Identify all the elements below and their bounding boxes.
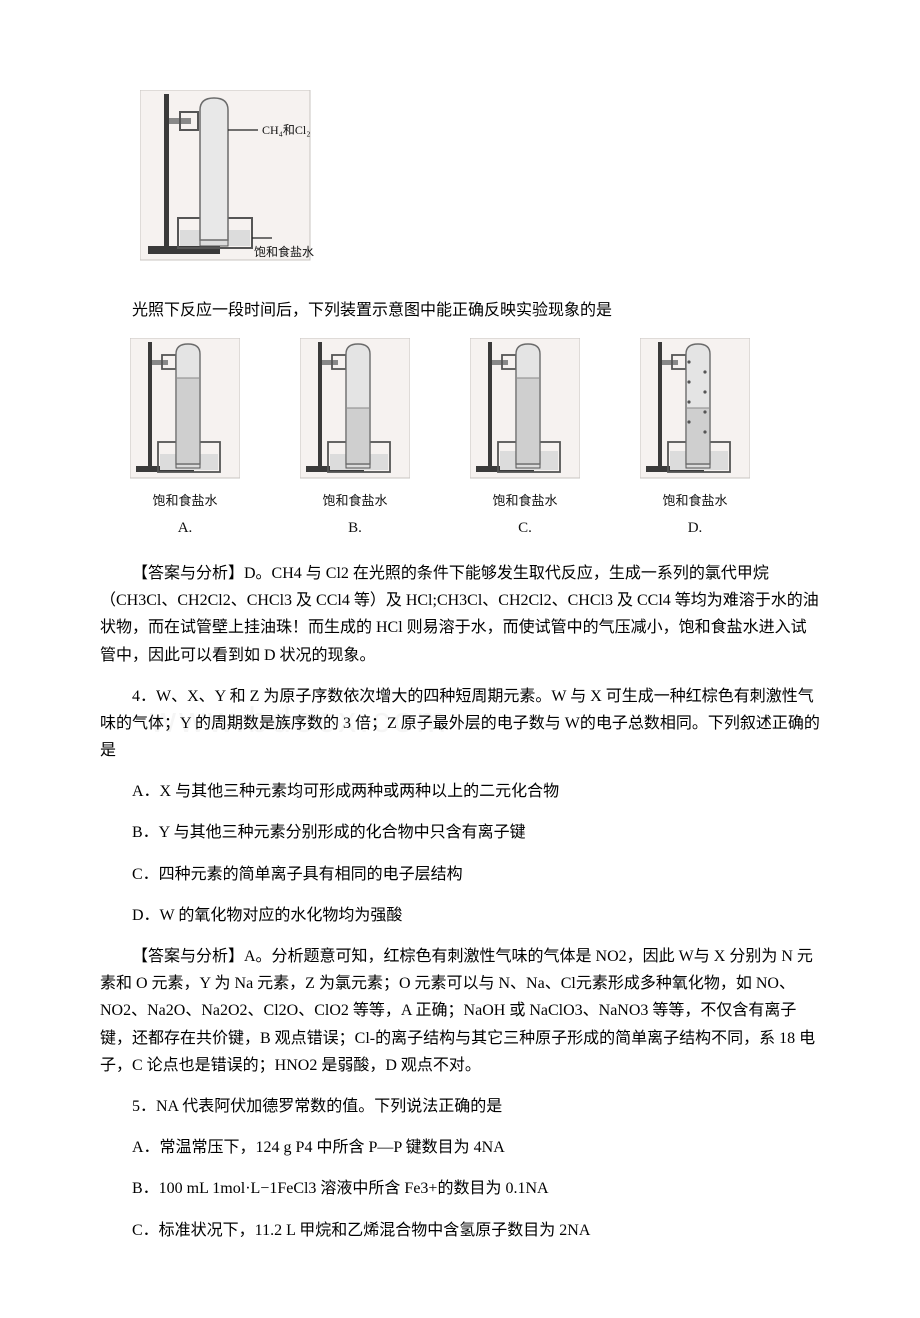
option-letter: A.: [178, 516, 193, 542]
apparatus-option: 饱和食盐水 D.: [640, 338, 750, 542]
option-caption: 饱和食盐水: [662, 490, 727, 512]
question-5-option-b: B．100 mL 1mol·L−1FeCl3 溶液中所含 Fe3+的数目为 0.…: [100, 1175, 820, 1202]
answer-explanation-q4: 【答案与分析】A。分析题意可知，红棕色有刺激性气味的气体是 NO2，因此 W与 …: [100, 943, 820, 1079]
question-4-option-c: C．四种元素的简单离子具有相同的电子层结构: [100, 861, 820, 888]
apparatus-option: 饱和食盐水 B.: [300, 338, 410, 542]
diagram-caption: 光照下反应一段时间后，下列装置示意图中能正确反映实验现象的是: [100, 297, 820, 324]
option-caption: 饱和食盐水: [152, 490, 217, 512]
answer-options-diagram-row: 饱和食盐水 A. 饱和食盐水 B. 饱和食盐水 C.: [130, 338, 750, 542]
apparatus-option: 饱和食盐水 C.: [470, 338, 580, 542]
question-5-stem: 5．NA 代表阿伏加德罗常数的值。下列说法正确的是: [100, 1093, 820, 1120]
label-ch4-cl2: CH₄和Cl₂: [262, 123, 310, 137]
question-4-stem: 4．W、X、Y 和 Z 为原子序数依次增大的四种短周期元素。W 与 X 可生成一…: [100, 683, 820, 765]
option-letter: C.: [518, 516, 532, 542]
option-letter: D.: [688, 516, 703, 542]
label-saturated-saltwater: 饱和食盐水: [254, 244, 314, 259]
question-4-option-b: B．Y 与其他三种元素分别形成的化合物中只含有离子键: [100, 819, 820, 846]
answer-explanation-q3: 【答案与分析】D。CH4 与 Cl2 在光照的条件下能够发生取代反应，生成一系列…: [100, 560, 820, 669]
question-4-option-a: A．X 与其他三种元素均可形成两种或两种以上的二元化合物: [100, 778, 820, 805]
question-4-option-d: D．W 的氧化物对应的水化物均为强酸: [100, 902, 820, 929]
option-caption: 饱和食盐水: [492, 490, 557, 512]
initial-apparatus-diagram: CH₄和Cl₂ 饱和食盐水: [140, 90, 330, 279]
question-5-option-c: C．标准状况下，11.2 L 甲烷和乙烯混合物中含氢原子数目为 2NA: [100, 1217, 820, 1244]
option-caption: 饱和食盐水: [322, 490, 387, 512]
question-5-option-a: A．常温常压下，124 g P4 中所含 P—P 键数目为 4NA: [100, 1134, 820, 1161]
option-letter: B.: [348, 516, 362, 542]
apparatus-option: 饱和食盐水 A.: [130, 338, 240, 542]
